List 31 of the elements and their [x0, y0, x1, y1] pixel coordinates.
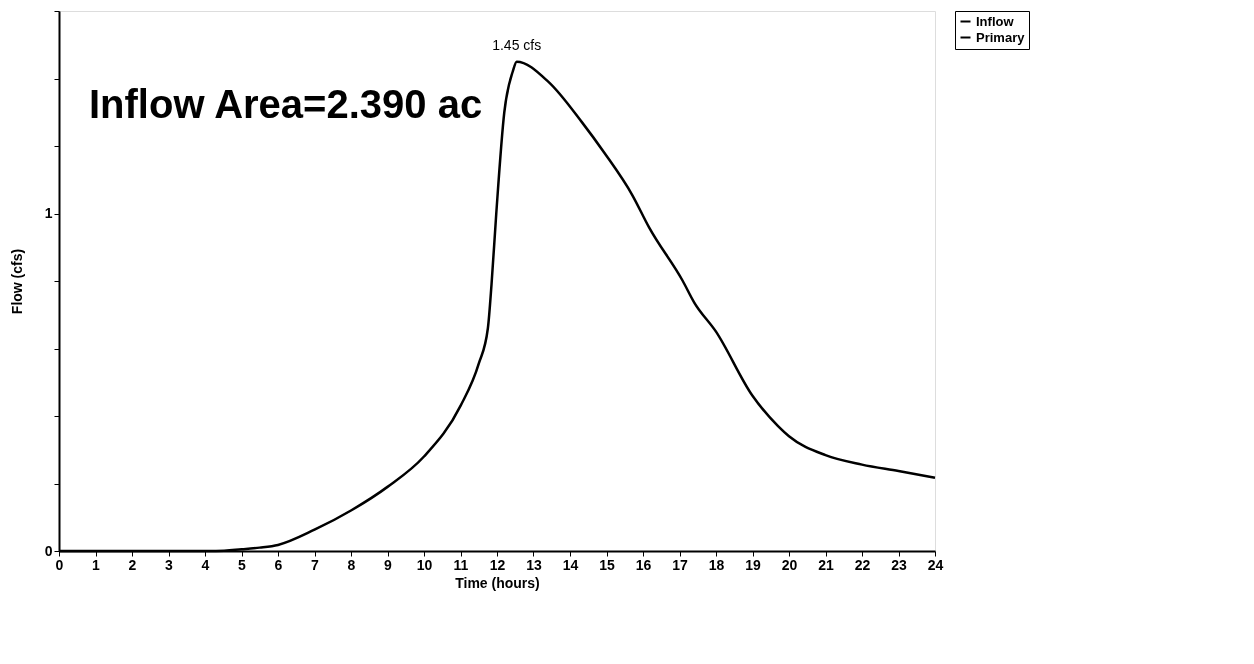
x-tick-label: 15: [599, 556, 615, 573]
x-tick-label: 18: [708, 556, 725, 573]
x-tick-label: 8: [347, 556, 356, 573]
x-tick-label: 20: [781, 556, 798, 573]
x-tick-label: 10: [416, 556, 433, 573]
x-tick-label: 9: [384, 556, 393, 573]
x-tick-label: 5: [238, 556, 247, 573]
x-tick-label: 2: [128, 556, 137, 573]
x-axis-title: Time (hours): [455, 574, 540, 591]
x-tick-label: 1: [92, 556, 101, 573]
annotation: Inflow Area=2.390 ac: [89, 82, 483, 126]
y-axis-title: Flow (cfs): [8, 248, 25, 315]
x-tick-label: 24: [927, 556, 944, 573]
x-tick-label: 22: [854, 556, 871, 573]
legend-label: Primary: [976, 29, 1026, 45]
x-tick-label: 23: [891, 556, 907, 573]
x-tick-label: 13: [526, 556, 542, 573]
annotation: 1.45 cfs: [492, 36, 542, 53]
x-tick-label: 4: [201, 556, 210, 573]
x-tick-label: 17: [672, 556, 688, 573]
x-tick-label: 3: [165, 556, 174, 573]
x-tick-label: 0: [55, 556, 64, 573]
x-tick-label: 14: [562, 556, 579, 573]
legend-label: Inflow: [976, 13, 1015, 29]
x-tick-label: 7: [311, 556, 320, 573]
x-tick-label: 19: [745, 556, 761, 573]
x-tick-label: 12: [489, 556, 506, 573]
x-tick-label: 6: [274, 556, 283, 573]
x-tick-label: 21: [818, 556, 834, 573]
x-tick-label: 11: [453, 556, 469, 573]
x-tick-label: 16: [635, 556, 652, 573]
